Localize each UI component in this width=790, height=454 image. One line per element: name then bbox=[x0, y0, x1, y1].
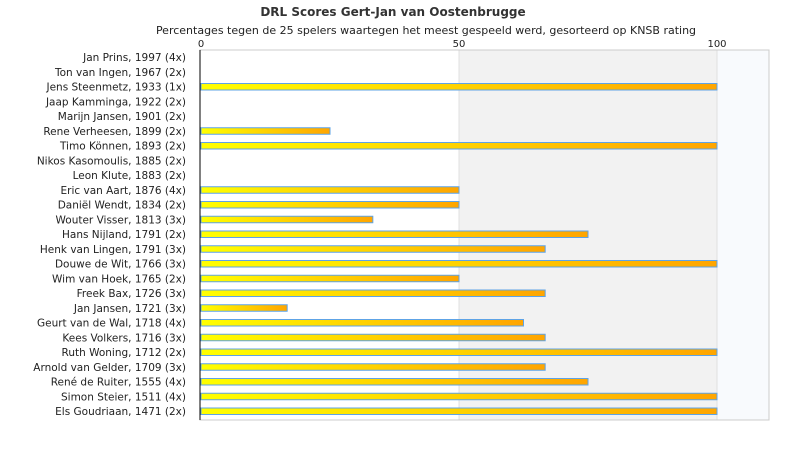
bar bbox=[200, 289, 546, 297]
category-label: Wouter Visser, 1813 (3x) bbox=[56, 214, 187, 226]
chart-subtitle: Percentages tegen de 25 spelers waartege… bbox=[156, 24, 696, 37]
bar bbox=[200, 319, 524, 327]
bar bbox=[200, 186, 460, 194]
bar bbox=[200, 348, 718, 356]
bar bbox=[200, 274, 460, 283]
category-label: Jaap Kamminga, 1922 (2x) bbox=[45, 96, 186, 108]
bar bbox=[200, 304, 288, 312]
category-label: Wim van Hoek, 1765 (2x) bbox=[52, 273, 186, 285]
bar bbox=[200, 215, 374, 224]
bar bbox=[200, 378, 589, 386]
category-label: Jan Prins, 1997 (4x) bbox=[82, 52, 186, 64]
category-label: Ton van Ingen, 1967 (2x) bbox=[54, 67, 186, 79]
bar bbox=[200, 245, 546, 253]
bar bbox=[200, 201, 460, 209]
category-label: Rene Verheesen, 1899 (2x) bbox=[43, 126, 186, 138]
bar bbox=[200, 142, 718, 150]
bar bbox=[200, 333, 546, 342]
bar bbox=[200, 260, 718, 268]
category-label: Ruth Woning, 1712 (2x) bbox=[62, 347, 187, 359]
x-tick-label: 50 bbox=[453, 39, 466, 50]
category-label: Simon Steier, 1511 (4x) bbox=[61, 391, 186, 403]
category-label: Marijn Jansen, 1901 (2x) bbox=[58, 111, 186, 123]
x-tick-label: 100 bbox=[707, 39, 726, 50]
category-label: Geurt van de Wal, 1718 (4x) bbox=[37, 318, 186, 330]
plot-band-beyond bbox=[717, 50, 769, 420]
bar bbox=[200, 230, 589, 238]
category-label: Timo Können, 1893 (2x) bbox=[59, 141, 186, 153]
category-label: Jens Steenmetz, 1933 (1x) bbox=[45, 82, 186, 94]
category-label: Douwe de Wit, 1766 (3x) bbox=[55, 259, 186, 271]
category-label: Nikos Kasomoulis, 1885 (2x) bbox=[37, 155, 186, 167]
category-label: René de Ruiter, 1555 (4x) bbox=[51, 377, 186, 389]
category-label: Freek Bax, 1726 (3x) bbox=[77, 288, 186, 300]
category-label: Els Goudriaan, 1471 (2x) bbox=[55, 406, 186, 418]
bar bbox=[200, 407, 718, 415]
chart-title: DRL Scores Gert-Jan van Oostenbrugge bbox=[260, 5, 525, 19]
bar bbox=[200, 127, 331, 135]
bar bbox=[200, 392, 718, 401]
category-label: Henk van Lingen, 1791 (3x) bbox=[40, 244, 186, 256]
category-label: Daniël Wendt, 1834 (2x) bbox=[58, 200, 186, 212]
category-label: Kees Volkers, 1716 (3x) bbox=[62, 332, 186, 344]
category-label: Leon Klute, 1883 (2x) bbox=[73, 170, 186, 182]
category-label: Jan Jansen, 1721 (3x) bbox=[73, 303, 186, 315]
bar bbox=[200, 83, 718, 91]
category-label: Eric van Aart, 1876 (4x) bbox=[61, 185, 187, 197]
x-tick-label: 0 bbox=[198, 39, 204, 50]
category-label: Hans Nijland, 1791 (2x) bbox=[62, 229, 186, 241]
category-label: Arnold van Gelder, 1709 (3x) bbox=[33, 362, 186, 374]
bar bbox=[200, 363, 546, 371]
